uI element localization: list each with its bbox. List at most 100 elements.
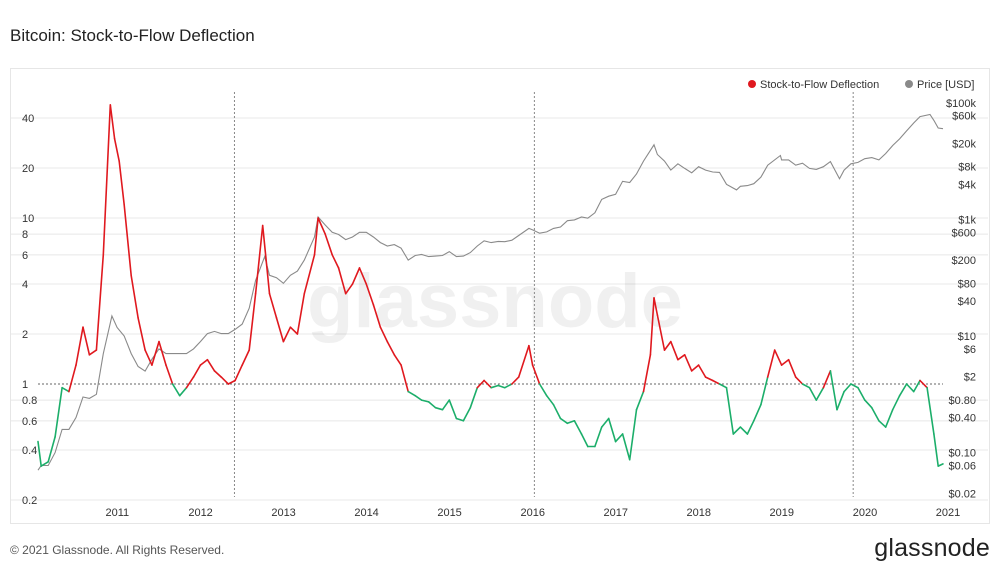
s2f-segment [261, 224, 271, 295]
watermark-text: glassnode [307, 259, 683, 344]
s2f-segment [815, 386, 825, 401]
s2f-segment [711, 379, 721, 385]
s2f-segment [102, 104, 112, 256]
s2f-segment [296, 292, 306, 335]
s2f-segment [752, 403, 762, 422]
s2f-segment [566, 419, 576, 425]
s2f-segment [697, 364, 707, 378]
s2f-segment [54, 386, 63, 438]
x-tick-label: 2016 [521, 507, 545, 519]
s2f-segment [337, 267, 347, 295]
y-left-tick-label: 20 [22, 163, 34, 175]
s2f-segment [407, 390, 417, 397]
axis-labels: 0.2 0.4 0.6 0.8 1 2 4 6 8 10 20 40 $0.02 $0.06$0.10 $0… [22, 98, 976, 519]
s2f-segment [801, 383, 811, 389]
s2f-segment [857, 386, 866, 401]
s2f-segment [891, 394, 901, 411]
s2f-segment [937, 463, 944, 467]
s2f-segment [829, 370, 838, 411]
s2f-segment [573, 419, 583, 435]
s2f-segment [898, 383, 908, 397]
s2f-segment [303, 254, 316, 295]
s2f-segment [275, 317, 285, 343]
s2f-segment [109, 104, 116, 140]
s2f-segment [220, 376, 230, 385]
s2f-segment [607, 417, 617, 443]
s2f-segment [400, 364, 410, 393]
s2f-segment [379, 326, 389, 343]
s2f-segment [75, 326, 84, 366]
s2f-segment [144, 349, 153, 366]
s2f-segment [822, 370, 832, 389]
y-right-tick-label: $0.02 [948, 488, 976, 500]
s2f-segment [690, 364, 700, 372]
s2f-segment [151, 340, 160, 366]
x-tick-label: 2015 [437, 507, 461, 519]
y-left-tick-label: 10 [22, 213, 34, 225]
s2f-series [37, 104, 944, 467]
s2f-segment [372, 303, 382, 329]
s2f-segment [794, 376, 804, 385]
y-right-tick-label: $600 [952, 227, 976, 239]
s2f-segment [313, 217, 319, 256]
legend-item[interactable]: Stock-to-Flow Deflection [748, 79, 879, 91]
legend-label: Stock-to-Flow Deflection [760, 79, 879, 91]
s2f-segment [123, 204, 132, 277]
price-series [37, 113, 944, 471]
s2f-segment [503, 383, 513, 389]
grid-lines [11, 117, 988, 501]
s2f-segment [614, 433, 624, 443]
x-tick-label: 2021 [936, 507, 960, 519]
s2f-segment [517, 344, 530, 378]
s2f-segment [95, 254, 105, 351]
legend-marker [748, 80, 756, 88]
y-left-tick-label: 6 [22, 250, 28, 262]
chart-frame [10, 68, 990, 524]
s2f-segment [462, 406, 472, 422]
s2f-segment [725, 386, 735, 435]
y-right-tick-label: $6 [964, 344, 976, 356]
s2f-segment [268, 292, 278, 319]
y-left-tick-label: 8 [22, 229, 28, 241]
s2f-segment [490, 384, 500, 389]
legend-item[interactable]: Price [USD] [905, 79, 974, 91]
s2f-segment [718, 383, 728, 389]
s2f-segment [420, 399, 430, 403]
s2f-segment [434, 406, 444, 411]
s2f-segment [760, 376, 769, 406]
x-tick-label: 2013 [271, 507, 295, 519]
s2f-segment [427, 401, 437, 409]
brand-logo: glassnode [874, 534, 990, 562]
y-right-tick-label: $0.80 [948, 395, 976, 407]
x-tick-label: 2020 [853, 507, 877, 519]
s2f-segment [528, 344, 534, 366]
s2f-segment [635, 390, 645, 411]
y-right-tick-label: $0.10 [948, 448, 976, 460]
s2f-segment [746, 419, 755, 435]
legend-marker [905, 80, 913, 88]
y-right-tick-label: $10 [958, 331, 976, 343]
s2f-segment [483, 379, 493, 389]
s2f-segment [386, 340, 396, 356]
s2f-segment [669, 340, 679, 361]
s2f-segment [344, 283, 354, 295]
halving-lines [233, 92, 854, 497]
chart-legend[interactable]: Stock-to-Flow Deflection Price [USD] [748, 79, 974, 91]
s2f-segment [912, 379, 921, 393]
y-right-tick-label: $100k [946, 98, 976, 110]
s2f-segment [538, 383, 548, 397]
y-right-tick-label: $0.06 [948, 461, 976, 473]
s2f-segment [663, 340, 672, 351]
y-left-tick-label: 4 [22, 279, 28, 291]
s2f-segment [884, 408, 894, 428]
s2f-segment [178, 386, 188, 397]
s2f-segment [227, 379, 236, 385]
y-left-tick-label: 0.8 [22, 395, 37, 407]
s2f-segment [863, 399, 873, 409]
s2f-segment [469, 386, 479, 409]
s2f-segment [780, 358, 790, 366]
s2f-segment [47, 436, 56, 463]
s2f-segment [836, 390, 845, 411]
s2f-segment [351, 267, 361, 285]
